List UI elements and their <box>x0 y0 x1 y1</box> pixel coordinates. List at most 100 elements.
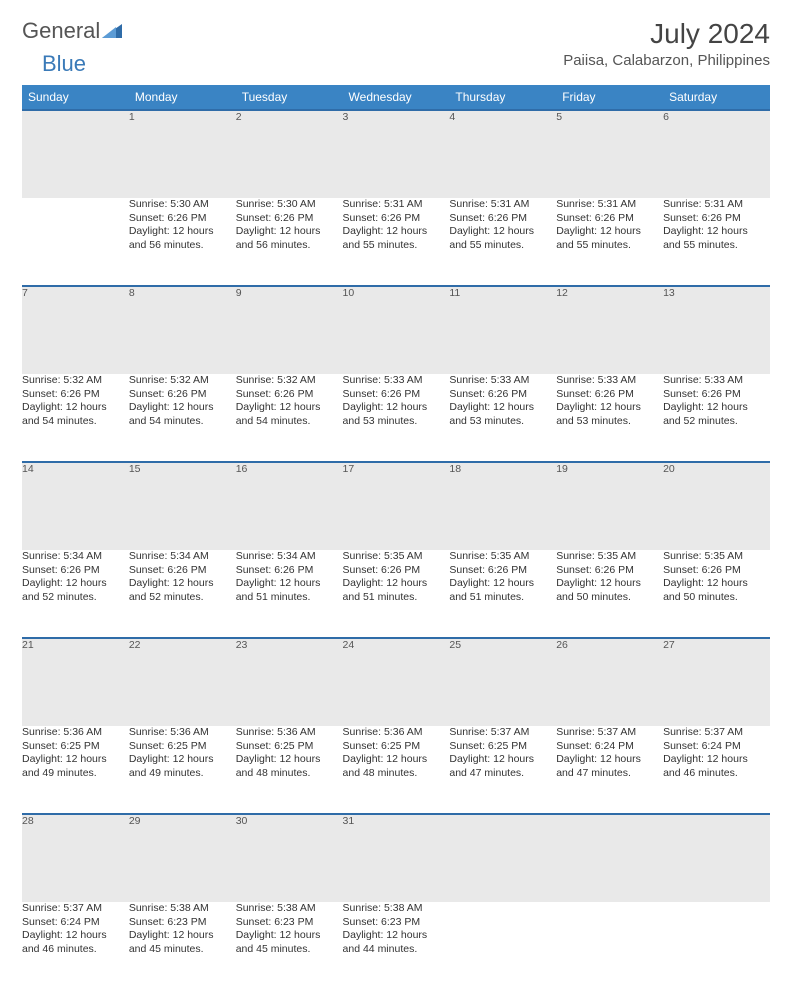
logo-text-blue: Blue <box>42 51 86 77</box>
daylight-text: and 55 minutes. <box>343 239 450 253</box>
sunrise-text: Sunrise: 5:31 AM <box>556 198 663 212</box>
day-content-row: Sunrise: 5:36 AMSunset: 6:25 PMDaylight:… <box>22 726 770 814</box>
daylight-text: and 48 minutes. <box>343 767 450 781</box>
daylight-text: and 52 minutes. <box>663 415 770 429</box>
daylight-text: Daylight: 12 hours <box>129 401 236 415</box>
day-number-cell <box>449 814 556 902</box>
daylight-text: and 44 minutes. <box>343 943 450 957</box>
daylight-text: and 46 minutes. <box>22 943 129 957</box>
sunset-text: Sunset: 6:26 PM <box>129 212 236 226</box>
daylight-text: Daylight: 12 hours <box>556 753 663 767</box>
day-number-cell: 26 <box>556 638 663 726</box>
day-content-cell: Sunrise: 5:35 AMSunset: 6:26 PMDaylight:… <box>556 550 663 638</box>
day-content-cell: Sunrise: 5:38 AMSunset: 6:23 PMDaylight:… <box>236 902 343 990</box>
sunset-text: Sunset: 6:26 PM <box>663 388 770 402</box>
daylight-text: Daylight: 12 hours <box>449 577 556 591</box>
daylight-text: and 50 minutes. <box>556 591 663 605</box>
sunrise-text: Sunrise: 5:32 AM <box>22 374 129 388</box>
sunset-text: Sunset: 6:25 PM <box>236 740 343 754</box>
daylight-text: Daylight: 12 hours <box>236 753 343 767</box>
day-number-row: 78910111213 <box>22 286 770 374</box>
sunrise-text: Sunrise: 5:34 AM <box>236 550 343 564</box>
sunrise-text: Sunrise: 5:36 AM <box>129 726 236 740</box>
sunset-text: Sunset: 6:25 PM <box>129 740 236 754</box>
daylight-text: Daylight: 12 hours <box>22 401 129 415</box>
sunset-text: Sunset: 6:26 PM <box>556 388 663 402</box>
day-number-cell: 19 <box>556 462 663 550</box>
calendar-table: Sunday Monday Tuesday Wednesday Thursday… <box>22 85 770 990</box>
daylight-text: Daylight: 12 hours <box>236 577 343 591</box>
day-number-cell: 13 <box>663 286 770 374</box>
weekday-header: Saturday <box>663 85 770 110</box>
sunset-text: Sunset: 6:23 PM <box>236 916 343 930</box>
day-number-cell: 8 <box>129 286 236 374</box>
day-number-cell <box>663 814 770 902</box>
daylight-text: Daylight: 12 hours <box>449 753 556 767</box>
day-content-cell: Sunrise: 5:35 AMSunset: 6:26 PMDaylight:… <box>343 550 450 638</box>
day-content-cell: Sunrise: 5:38 AMSunset: 6:23 PMDaylight:… <box>343 902 450 990</box>
daylight-text: Daylight: 12 hours <box>343 577 450 591</box>
day-content-cell: Sunrise: 5:35 AMSunset: 6:26 PMDaylight:… <box>663 550 770 638</box>
day-number-cell: 10 <box>343 286 450 374</box>
day-content-cell: Sunrise: 5:34 AMSunset: 6:26 PMDaylight:… <box>22 550 129 638</box>
sunset-text: Sunset: 6:25 PM <box>343 740 450 754</box>
daylight-text: and 53 minutes. <box>449 415 556 429</box>
day-content-cell: Sunrise: 5:31 AMSunset: 6:26 PMDaylight:… <box>663 198 770 286</box>
sunset-text: Sunset: 6:26 PM <box>663 564 770 578</box>
day-number-cell: 5 <box>556 110 663 198</box>
daylight-text: Daylight: 12 hours <box>129 577 236 591</box>
sunset-text: Sunset: 6:26 PM <box>663 212 770 226</box>
title-block: July 2024 Paiisa, Calabarzon, Philippine… <box>563 18 770 69</box>
sunrise-text: Sunrise: 5:37 AM <box>556 726 663 740</box>
daylight-text: Daylight: 12 hours <box>449 225 556 239</box>
sunset-text: Sunset: 6:26 PM <box>236 388 343 402</box>
day-number-cell: 31 <box>343 814 450 902</box>
sunset-text: Sunset: 6:24 PM <box>22 916 129 930</box>
daylight-text: and 56 minutes. <box>129 239 236 253</box>
day-content-cell: Sunrise: 5:31 AMSunset: 6:26 PMDaylight:… <box>343 198 450 286</box>
weekday-header: Monday <box>129 85 236 110</box>
day-content-cell <box>663 902 770 990</box>
daylight-text: Daylight: 12 hours <box>22 929 129 943</box>
daylight-text: and 51 minutes. <box>343 591 450 605</box>
day-number-cell: 24 <box>343 638 450 726</box>
daylight-text: and 53 minutes. <box>343 415 450 429</box>
day-number-cell: 28 <box>22 814 129 902</box>
day-number-cell: 18 <box>449 462 556 550</box>
day-number-row: 123456 <box>22 110 770 198</box>
location-text: Paiisa, Calabarzon, Philippines <box>563 52 770 69</box>
sunset-text: Sunset: 6:26 PM <box>343 564 450 578</box>
sunset-text: Sunset: 6:26 PM <box>22 564 129 578</box>
sunrise-text: Sunrise: 5:38 AM <box>343 902 450 916</box>
sunrise-text: Sunrise: 5:37 AM <box>663 726 770 740</box>
daylight-text: Daylight: 12 hours <box>343 929 450 943</box>
daylight-text: and 52 minutes. <box>22 591 129 605</box>
daylight-text: Daylight: 12 hours <box>129 753 236 767</box>
sunset-text: Sunset: 6:24 PM <box>556 740 663 754</box>
day-number-cell: 16 <box>236 462 343 550</box>
daylight-text: Daylight: 12 hours <box>663 401 770 415</box>
daylight-text: Daylight: 12 hours <box>449 401 556 415</box>
sunset-text: Sunset: 6:26 PM <box>556 212 663 226</box>
daylight-text: and 54 minutes. <box>129 415 236 429</box>
day-number-cell: 11 <box>449 286 556 374</box>
daylight-text: Daylight: 12 hours <box>663 225 770 239</box>
daylight-text: and 46 minutes. <box>663 767 770 781</box>
sunrise-text: Sunrise: 5:31 AM <box>343 198 450 212</box>
sunset-text: Sunset: 6:26 PM <box>343 212 450 226</box>
daylight-text: and 55 minutes. <box>449 239 556 253</box>
day-number-cell: 1 <box>129 110 236 198</box>
sunset-text: Sunset: 6:23 PM <box>129 916 236 930</box>
day-content-cell: Sunrise: 5:36 AMSunset: 6:25 PMDaylight:… <box>22 726 129 814</box>
day-content-cell: Sunrise: 5:33 AMSunset: 6:26 PMDaylight:… <box>556 374 663 462</box>
day-number-cell: 25 <box>449 638 556 726</box>
daylight-text: Daylight: 12 hours <box>556 225 663 239</box>
day-content-cell <box>22 198 129 286</box>
day-number-cell: 29 <box>129 814 236 902</box>
sunrise-text: Sunrise: 5:35 AM <box>449 550 556 564</box>
sunset-text: Sunset: 6:26 PM <box>22 388 129 402</box>
daylight-text: Daylight: 12 hours <box>22 753 129 767</box>
sunset-text: Sunset: 6:25 PM <box>22 740 129 754</box>
sunset-text: Sunset: 6:26 PM <box>449 564 556 578</box>
daylight-text: and 52 minutes. <box>129 591 236 605</box>
